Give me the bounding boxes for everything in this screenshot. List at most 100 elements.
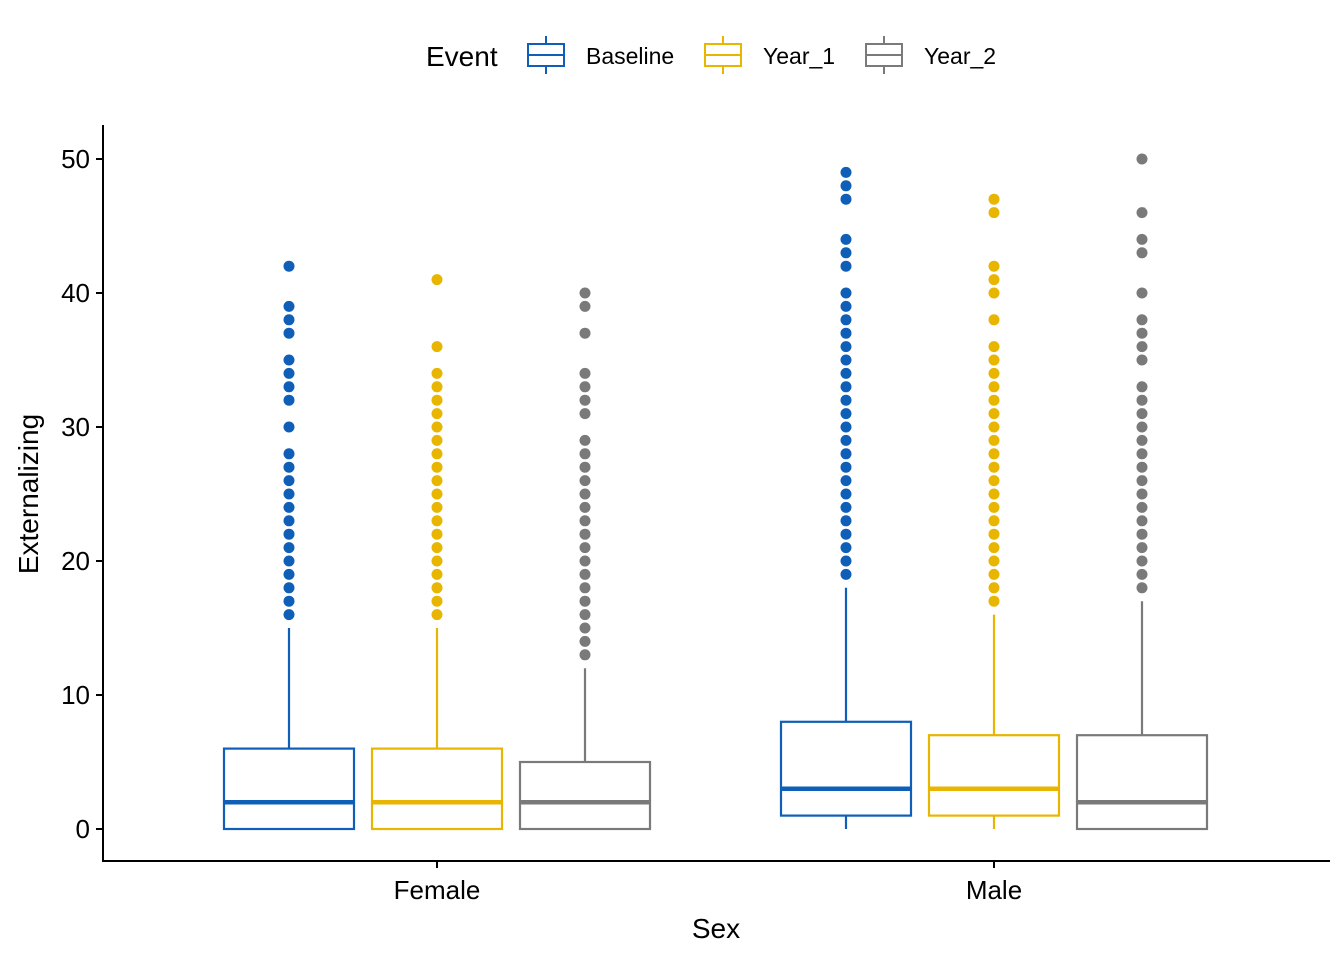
legend-label: Year_1 bbox=[763, 43, 835, 69]
outlier-point bbox=[1136, 287, 1148, 299]
outlier-point bbox=[988, 408, 1000, 420]
outlier-point bbox=[431, 448, 443, 460]
outlier-point bbox=[1136, 515, 1148, 527]
outlier-point bbox=[1136, 394, 1148, 406]
outlier-point bbox=[283, 421, 295, 433]
x-tick-label-female: Female bbox=[394, 875, 481, 905]
iqr-box bbox=[518, 760, 652, 831]
outlier-point bbox=[1136, 461, 1148, 473]
outlier-point bbox=[579, 448, 591, 460]
iqr-box bbox=[1075, 734, 1209, 831]
y-tick-label: 0 bbox=[76, 814, 90, 844]
outlier-point bbox=[431, 434, 443, 446]
outlier-point bbox=[840, 354, 852, 366]
box-year-2-female bbox=[518, 287, 652, 831]
outlier-point bbox=[988, 582, 1000, 594]
outlier-point bbox=[579, 488, 591, 500]
outlier-point bbox=[988, 341, 1000, 353]
outlier-point bbox=[431, 341, 443, 353]
outlier-point bbox=[988, 381, 1000, 393]
outlier-point bbox=[579, 622, 591, 634]
outlier-point bbox=[283, 381, 295, 393]
y-tick-label: 20 bbox=[61, 546, 90, 576]
outlier-point bbox=[988, 475, 1000, 487]
outlier-point bbox=[579, 609, 591, 621]
box-year-1-female bbox=[370, 274, 504, 831]
outlier-point bbox=[283, 555, 295, 567]
outlier-point bbox=[431, 582, 443, 594]
outlier-point bbox=[988, 501, 1000, 513]
outlier-point bbox=[1136, 582, 1148, 594]
outlier-point bbox=[1136, 341, 1148, 353]
outlier-point bbox=[431, 501, 443, 513]
outlier-point bbox=[1136, 475, 1148, 487]
legend-entry-baseline: Baseline bbox=[527, 36, 674, 74]
outlier-point bbox=[283, 595, 295, 607]
outlier-point bbox=[988, 274, 1000, 286]
y-tick-label: 50 bbox=[61, 144, 90, 174]
outlier-point bbox=[988, 193, 1000, 205]
iqr-box bbox=[222, 747, 356, 831]
outlier-point bbox=[431, 367, 443, 379]
box-year-1-male bbox=[927, 193, 1061, 829]
outlier-point bbox=[579, 635, 591, 647]
outlier-point bbox=[1136, 381, 1148, 393]
outlier-point bbox=[283, 515, 295, 527]
outlier-point bbox=[840, 421, 852, 433]
outlier-point bbox=[988, 421, 1000, 433]
outlier-point bbox=[840, 488, 852, 500]
outlier-point bbox=[840, 300, 852, 312]
outlier-point bbox=[283, 448, 295, 460]
legend-title: Event bbox=[426, 41, 498, 72]
outlier-point bbox=[579, 327, 591, 339]
outlier-point bbox=[579, 649, 591, 661]
outlier-point bbox=[1136, 408, 1148, 420]
outlier-point bbox=[579, 434, 591, 446]
iqr-box bbox=[779, 720, 913, 817]
outlier-point bbox=[283, 260, 295, 272]
box-baseline-male bbox=[779, 166, 913, 829]
outlier-point bbox=[988, 528, 1000, 540]
x-tick-label-male: Male bbox=[966, 875, 1022, 905]
outlier-point bbox=[840, 341, 852, 353]
outlier-point bbox=[988, 367, 1000, 379]
outlier-point bbox=[1136, 153, 1148, 165]
outlier-point bbox=[840, 381, 852, 393]
outlier-point bbox=[579, 501, 591, 513]
outlier-point bbox=[431, 408, 443, 420]
outlier-point bbox=[283, 609, 295, 621]
outlier-point bbox=[431, 542, 443, 554]
box-baseline-female bbox=[222, 260, 356, 831]
outlier-point bbox=[579, 595, 591, 607]
outlier-point bbox=[840, 461, 852, 473]
y-tick-label: 30 bbox=[61, 412, 90, 442]
outlier-point bbox=[579, 475, 591, 487]
outlier-point bbox=[579, 408, 591, 420]
outlier-point bbox=[988, 568, 1000, 580]
outlier-point bbox=[579, 555, 591, 567]
outlier-point bbox=[840, 180, 852, 192]
outlier-point bbox=[840, 501, 852, 513]
outlier-point bbox=[579, 300, 591, 312]
outlier-point bbox=[283, 501, 295, 513]
outlier-point bbox=[431, 528, 443, 540]
outlier-point bbox=[988, 287, 1000, 299]
outlier-point bbox=[579, 515, 591, 527]
outlier-point bbox=[579, 461, 591, 473]
outlier-point bbox=[840, 367, 852, 379]
outlier-point bbox=[579, 542, 591, 554]
outlier-point bbox=[1136, 247, 1148, 259]
legend-label: Year_2 bbox=[924, 43, 996, 69]
outlier-point bbox=[579, 568, 591, 580]
outlier-point bbox=[1136, 568, 1148, 580]
outlier-point bbox=[283, 542, 295, 554]
outlier-point bbox=[579, 394, 591, 406]
outlier-point bbox=[431, 595, 443, 607]
box-year-2-male bbox=[1075, 153, 1209, 831]
outlier-point bbox=[840, 260, 852, 272]
outlier-point bbox=[283, 582, 295, 594]
outlier-point bbox=[988, 542, 1000, 554]
outlier-point bbox=[840, 475, 852, 487]
outlier-point bbox=[283, 568, 295, 580]
